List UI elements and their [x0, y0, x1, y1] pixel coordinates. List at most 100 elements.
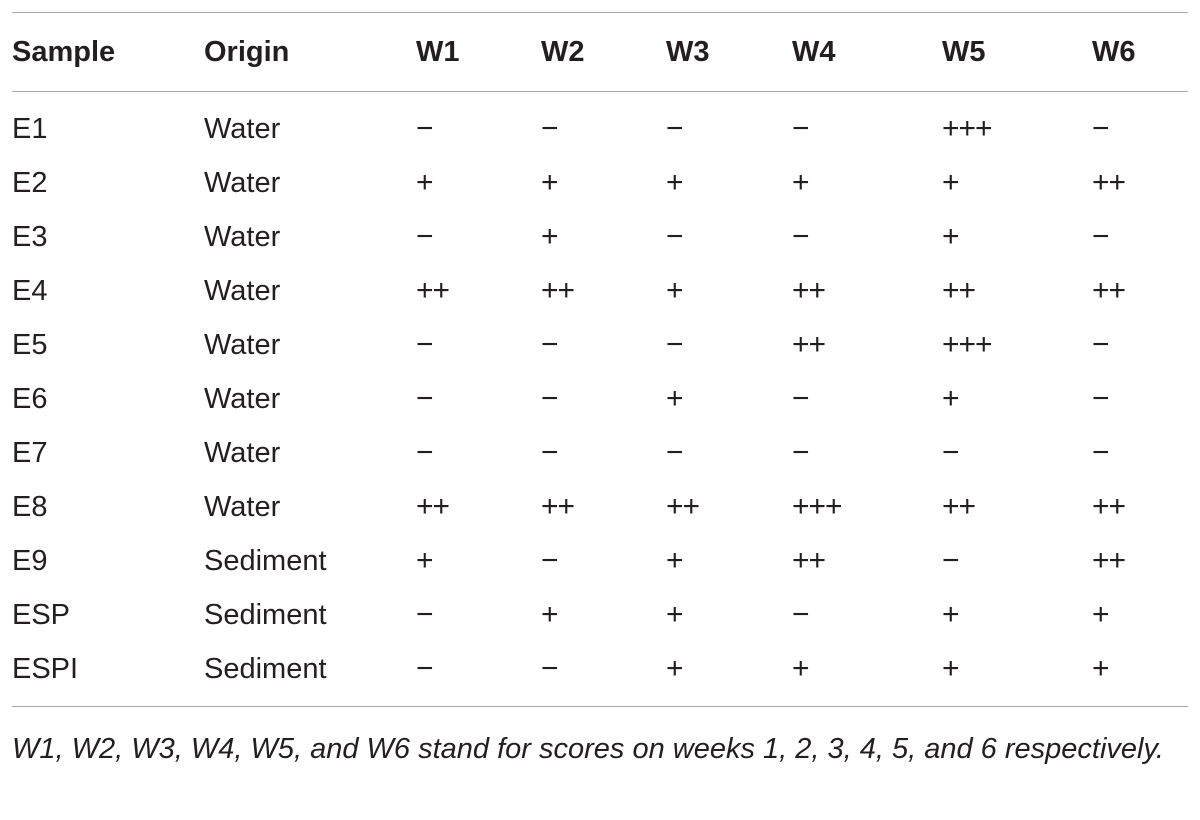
cell-w5: − [942, 436, 960, 469]
cell-w2: + [541, 598, 559, 631]
cell-w4: − [792, 382, 810, 415]
table-header: Sample Origin W1 W2 W3 W4 W5 W6 [12, 12, 1188, 92]
header-w1: W1 [416, 35, 460, 68]
table-row: ESP Sediment − + + − + + [12, 588, 1188, 642]
cell-w6: + [1092, 652, 1110, 685]
cell-sample: E4 [12, 274, 48, 307]
cell-w2: + [541, 166, 559, 199]
cell-w2: ++ [541, 490, 575, 523]
cell-w5: +++ [942, 112, 993, 145]
cell-w3: − [666, 328, 684, 361]
cell-sample: E7 [12, 436, 48, 469]
cell-w5: ++ [942, 490, 976, 523]
cell-origin: Water [204, 220, 281, 253]
header-w3: W3 [666, 35, 710, 68]
cell-origin: Water [204, 112, 281, 145]
cell-w1: − [416, 652, 434, 685]
cell-w3: ++ [666, 490, 700, 523]
cell-w5: ++ [942, 274, 976, 307]
cell-w6: − [1092, 436, 1110, 469]
cell-w3: + [666, 382, 684, 415]
cell-w5: + [942, 598, 960, 631]
table-footnote: W1, W2, W3, W4, W5, and W6 stand for sco… [12, 733, 1164, 765]
cell-origin: Sediment [204, 652, 327, 685]
table-row: E7 Water − − − − − − [12, 426, 1188, 480]
cell-w4: ++ [792, 274, 826, 307]
cell-w4: − [792, 112, 810, 145]
cell-sample: E1 [12, 112, 48, 145]
header-w6: W6 [1092, 35, 1136, 68]
cell-w1: − [416, 436, 434, 469]
header-sample: Sample [12, 35, 116, 68]
table-body: E1 Water − − − − +++ − E2 Water + + + + + ++ E3 Water − + − −… [12, 92, 1188, 707]
cell-w1: ++ [416, 490, 450, 523]
cell-w2: − [541, 328, 559, 361]
cell-w5: + [942, 382, 960, 415]
cell-w3: + [666, 652, 684, 685]
cell-origin: Water [204, 328, 281, 361]
cell-sample: E9 [12, 544, 48, 577]
cell-origin: Sediment [204, 598, 327, 631]
cell-origin: Water [204, 166, 281, 199]
cell-w4: − [792, 436, 810, 469]
cell-w4: − [792, 598, 810, 631]
cell-w5: +++ [942, 328, 993, 361]
cell-w2: + [541, 220, 559, 253]
cell-w5: + [942, 652, 960, 685]
cell-w2: ++ [541, 274, 575, 307]
cell-origin: Water [204, 436, 281, 469]
cell-w3: − [666, 112, 684, 145]
cell-origin: Water [204, 382, 281, 415]
cell-w6: − [1092, 220, 1110, 253]
cell-w6: ++ [1092, 166, 1126, 199]
cell-w3: + [666, 544, 684, 577]
cell-w1: − [416, 220, 434, 253]
cell-w6: ++ [1092, 490, 1126, 523]
table-row: E9 Sediment + − + ++ − ++ [12, 534, 1188, 588]
cell-w1: − [416, 112, 434, 145]
cell-w1: − [416, 328, 434, 361]
cell-w4: − [792, 220, 810, 253]
cell-w3: − [666, 436, 684, 469]
cell-w1: + [416, 166, 434, 199]
cell-w3: + [666, 166, 684, 199]
cell-origin: Water [204, 490, 281, 523]
data-table-container: Sample Origin W1 W2 W3 W4 W5 W6 E1 Water −… [12, 12, 1188, 707]
cell-w4: +++ [792, 490, 843, 523]
cell-sample: E2 [12, 166, 48, 199]
cell-origin: Sediment [204, 544, 327, 577]
cell-w5: + [942, 220, 960, 253]
cell-w6: − [1092, 112, 1110, 145]
header-w4: W4 [792, 35, 836, 68]
cell-w6: ++ [1092, 544, 1126, 577]
cell-sample: ESP [12, 598, 71, 631]
table-row: E1 Water − − − − +++ − [12, 92, 1188, 157]
table-row: E4 Water ++ ++ + ++ ++ ++ [12, 264, 1188, 318]
cell-w4: ++ [792, 544, 826, 577]
cell-w1: − [416, 382, 434, 415]
cell-w6: − [1092, 382, 1110, 415]
cell-w5: + [942, 166, 960, 199]
cell-w2: − [541, 652, 559, 685]
table-row: E6 Water − − + − + − [12, 372, 1188, 426]
cell-w1: ++ [416, 274, 450, 307]
cell-w5: − [942, 544, 960, 577]
cell-w4: + [792, 166, 810, 199]
cell-sample: E8 [12, 490, 48, 523]
cell-w2: − [541, 382, 559, 415]
table-row: E3 Water − + − − + − [12, 210, 1188, 264]
cell-w6: + [1092, 598, 1110, 631]
header-w2: W2 [541, 35, 585, 68]
cell-sample: E5 [12, 328, 48, 361]
cell-w3: + [666, 274, 684, 307]
cell-w1: − [416, 598, 434, 631]
cell-w4: ++ [792, 328, 826, 361]
cell-w2: − [541, 436, 559, 469]
table-row: E5 Water − − − ++ +++ − [12, 318, 1188, 372]
cell-w3: + [666, 598, 684, 631]
cell-w1: + [416, 544, 434, 577]
cell-origin: Water [204, 274, 281, 307]
table-row: E8 Water ++ ++ ++ +++ ++ ++ [12, 480, 1188, 534]
cell-sample: E6 [12, 382, 48, 415]
header-row: Sample Origin W1 W2 W3 W4 W5 W6 [12, 12, 1188, 92]
